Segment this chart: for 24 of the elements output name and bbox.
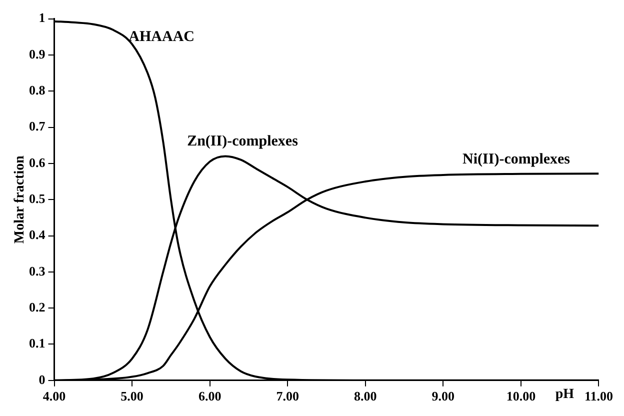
x-tick-label: 9.00: [432, 388, 455, 404]
y-tick-label: 0.5: [29, 190, 46, 206]
y-tick-label: 0.9: [29, 46, 46, 62]
x-tick-label: 5.00: [120, 388, 144, 404]
y-tick-label: 0.3: [29, 263, 46, 278]
x-tick-label: 8.00: [354, 388, 377, 404]
y-tick-label: 0.2: [29, 299, 46, 314]
x-tick-label: 4.00: [42, 388, 66, 404]
y-tick-label: 0.8: [29, 82, 46, 98]
series-label: AHAAAC: [128, 28, 195, 45]
x-tick-label: 7.00: [276, 388, 299, 404]
series-label: Ni(II)-complexes: [462, 152, 570, 168]
y-tick-label: 1: [38, 10, 46, 26]
y-axis-title: Molar fraction: [12, 155, 28, 244]
y-tick-label: 0.7: [29, 118, 46, 134]
series-label: Zn(II)-complexes: [187, 134, 298, 150]
y-tick-label: 0.6: [29, 154, 46, 170]
x-axis-title: pH: [555, 387, 574, 402]
y-tick-label: 0: [38, 372, 46, 387]
x-tick-label: 10.00: [506, 388, 536, 404]
x-tick-label: 6.00: [198, 388, 222, 404]
y-tick-label: 0.4: [29, 227, 46, 242]
x-tick-label: 11.00: [584, 388, 614, 404]
y-tick-label: 0.1: [29, 336, 46, 351]
